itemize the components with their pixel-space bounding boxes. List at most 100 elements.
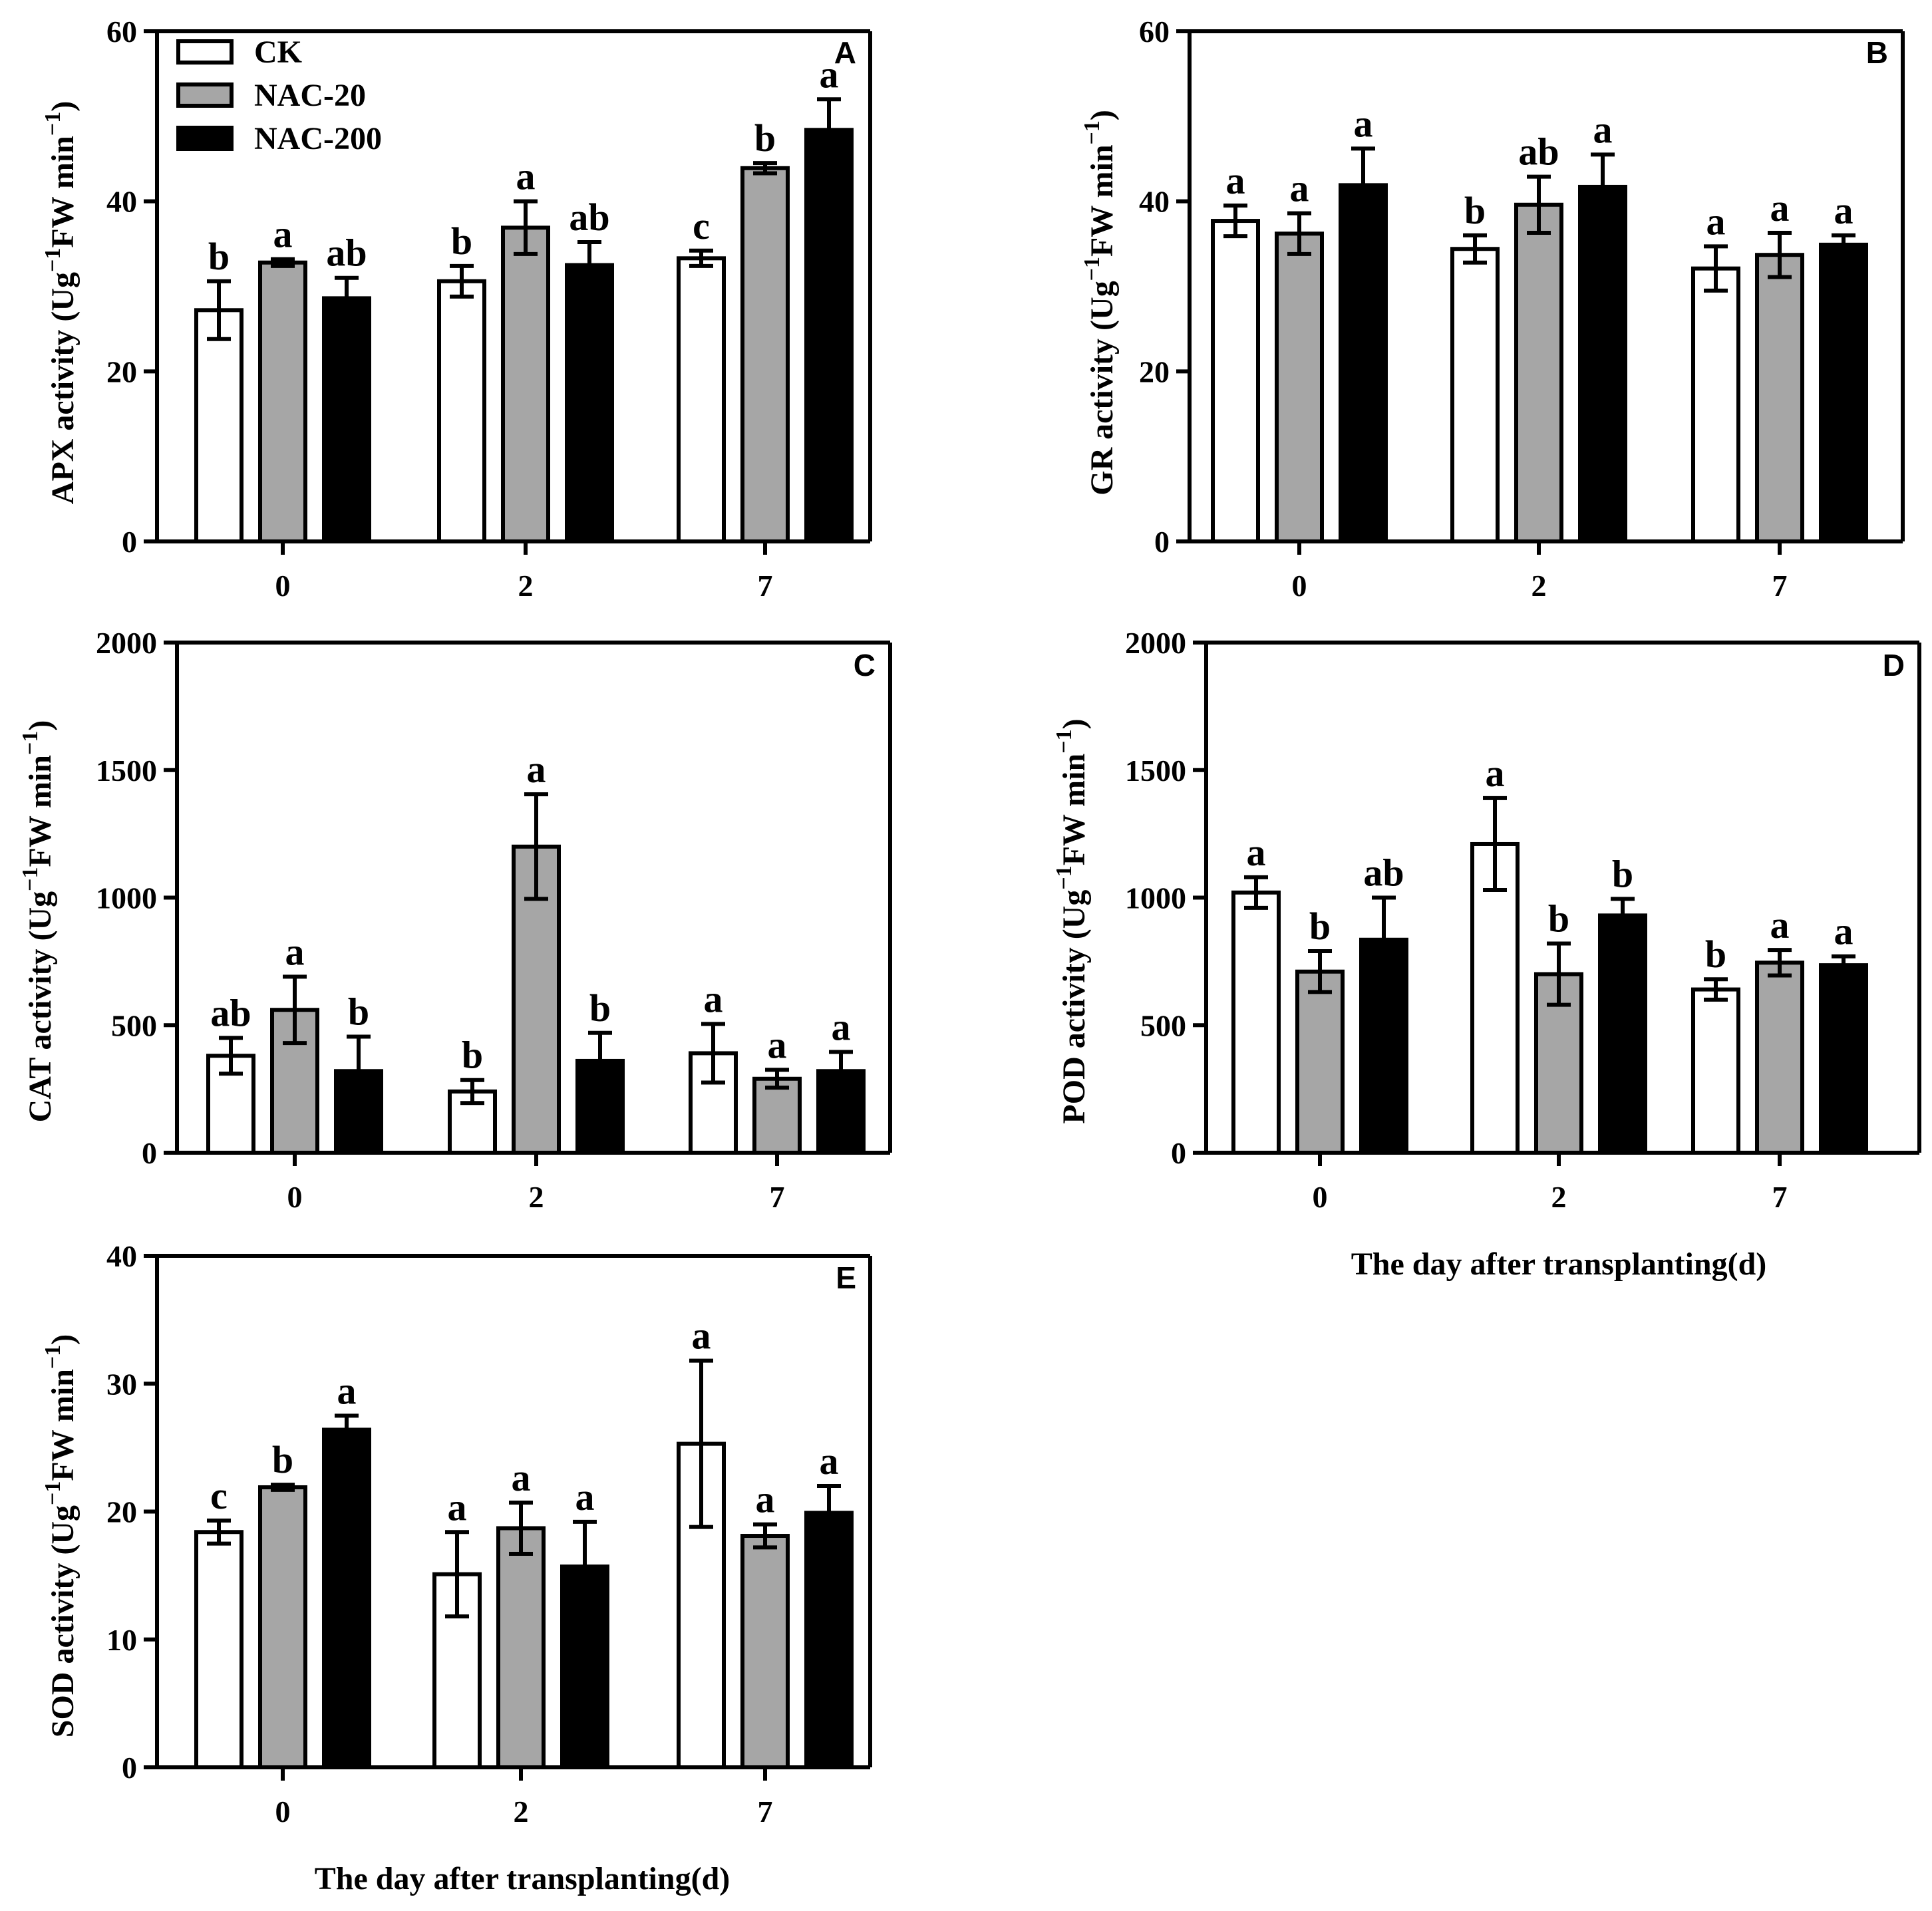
significance-label-c-7-ck: a (704, 977, 723, 1020)
significance-label-a-2-nac-200: ab (569, 196, 609, 239)
bar-b-7-ck (1691, 266, 1740, 543)
significance-label-c-0-ck: ab (210, 991, 251, 1034)
x-tick-label-e-2: 2 (514, 1795, 529, 1829)
x-tick-label-c-0: 0 (287, 1180, 303, 1214)
y-tick-label-b-20: 20 (1139, 355, 1170, 388)
significance-label-d-2-ck: a (1486, 752, 1505, 795)
significance-label-d-7-ck: b (1705, 933, 1726, 976)
error-bar-a-2-ck (450, 263, 474, 299)
bar-c-7-nac-20 (752, 1076, 802, 1155)
bar-e-0-ck (194, 1530, 243, 1769)
error-bar-c-2-ck (460, 1078, 484, 1105)
bar-d-7-nac-20 (1755, 960, 1804, 1155)
significance-label-c-2-nac-200: b (589, 986, 611, 1030)
significance-label-d-7-nac-200: a (1834, 910, 1853, 953)
bar-b-7-nac-20 (1755, 253, 1804, 543)
y-axis-title-a: APX activity (Ug−1FW min−1) (41, 101, 80, 504)
bar-e-0-nac-200 (322, 1427, 371, 1769)
bar-d-0-ck (1231, 890, 1281, 1155)
significance-label-d-0-nac-200: ab (1363, 851, 1404, 895)
significance-label-c-7-nac-20: a (768, 1023, 787, 1066)
error-bar-e-0-nac-20 (271, 1483, 295, 1492)
x-tick-label-b-7: 7 (1772, 569, 1788, 603)
y-axis-title-d: POD activity (Ug−1FW min−1) (1052, 718, 1092, 1123)
legend-label-nac-200: NAC-200 (254, 121, 382, 156)
legend-swatch-ck (176, 39, 234, 65)
y-tick-label-e-30: 30 (106, 1367, 137, 1401)
bar-a-2-nac-200 (565, 263, 614, 543)
x-tick-label-e-0: 0 (275, 1795, 291, 1829)
bar-a-2-ck (437, 279, 486, 543)
y-tick-label-c-0: 0 (142, 1136, 157, 1170)
bar-a-7-ck (677, 256, 726, 543)
significance-label-a-2-nac-20: a (516, 155, 536, 198)
y-tick-label-e-40: 40 (106, 1239, 137, 1273)
error-bar-d-7-nac-200 (1832, 954, 1855, 976)
error-bar-d-7-ck (1704, 977, 1728, 1002)
panel-letter-a: A (834, 35, 856, 70)
error-bar-e-2-ck (445, 1530, 469, 1619)
bar-a-7-nac-20 (740, 166, 790, 544)
bar-a-0-ck (194, 308, 243, 543)
error-bar-a-7-nac-200 (817, 97, 841, 163)
bar-e-2-nac-20 (496, 1526, 546, 1769)
significance-label-a-2-ck: b (451, 220, 472, 263)
error-bar-b-2-ck (1463, 233, 1487, 265)
bar-b-2-nac-200 (1578, 184, 1627, 543)
error-bar-d-2-nac-200 (1611, 897, 1635, 935)
error-bar-a-2-nac-200 (577, 240, 601, 291)
significance-label-c-7-nac-200: a (832, 1006, 851, 1049)
x-tick-label-a-7: 7 (758, 569, 773, 603)
significance-label-a-0-ck: b (208, 235, 230, 278)
panel-letter-c: C (854, 648, 876, 682)
legend-swatch-nac-200 (176, 126, 234, 151)
panel-letter-e: E (836, 1260, 856, 1295)
y-tick-label-c-500: 500 (111, 1008, 157, 1042)
legend-label-ck: CK (254, 35, 302, 70)
bar-d-7-nac-200 (1819, 963, 1868, 1155)
bar-b-0-nac-20 (1275, 231, 1324, 543)
y-tick-label-d-1500: 1500 (1125, 754, 1186, 788)
significance-label-e-7-nac-200: a (820, 1439, 839, 1483)
error-bar-c-0-nac-20 (283, 974, 307, 1046)
legend-swatch-nac-20 (176, 82, 234, 108)
chart-e: 0 10 20 30 40 0 2 7 Ec b a a a a a a a (106, 1239, 872, 1829)
error-bar-c-7-nac-200 (829, 1050, 853, 1093)
significance-label-b-7-ck: a (1706, 200, 1726, 243)
x-axis-title-e: The day after transplanting(d) (315, 1861, 730, 1896)
significance-label-d-7-nac-20: a (1770, 903, 1790, 947)
error-bar-e-2-nac-20 (509, 1501, 533, 1556)
significance-label-c-0-nac-200: b (348, 990, 369, 1034)
error-bar-e-7-nac-200 (817, 1484, 841, 1542)
error-bar-a-0-nac-20 (271, 257, 295, 268)
significance-label-c-2-ck: b (462, 1034, 483, 1077)
error-bar-a-2-nac-20 (514, 199, 538, 256)
bar-b-2-ck (1450, 247, 1500, 543)
error-bar-d-7-nac-20 (1768, 948, 1792, 978)
error-bar-b-7-nac-200 (1832, 233, 1855, 256)
significance-label-a-7-ck: c (693, 204, 710, 247)
y-tick-label-d-2000: 2000 (1125, 626, 1186, 660)
bar-b-7-nac-200 (1819, 242, 1868, 543)
significance-label-a-0-nac-20: a (273, 213, 293, 256)
error-bar-d-0-nac-200 (1372, 895, 1396, 984)
error-bar-d-2-ck (1483, 796, 1507, 892)
error-bar-e-2-nac-200 (573, 1519, 597, 1614)
y-tick-label-a-0: 0 (122, 525, 137, 559)
panel-letter-b: B (1866, 35, 1888, 70)
significance-label-e-0-nac-20: b (272, 1438, 293, 1481)
x-tick-label-a-0: 0 (275, 569, 291, 603)
error-bar-a-7-ck (689, 248, 713, 268)
error-bar-d-0-nac-20 (1308, 949, 1332, 994)
significance-label-e-2-nac-20: a (512, 1456, 531, 1499)
y-tick-label-c-1000: 1000 (96, 881, 157, 915)
y-tick-label-e-0: 0 (122, 1751, 137, 1785)
y-tick-label-e-20: 20 (106, 1495, 137, 1529)
bar-b-0-ck (1211, 219, 1260, 543)
bar-d-2-ck (1470, 841, 1520, 1155)
